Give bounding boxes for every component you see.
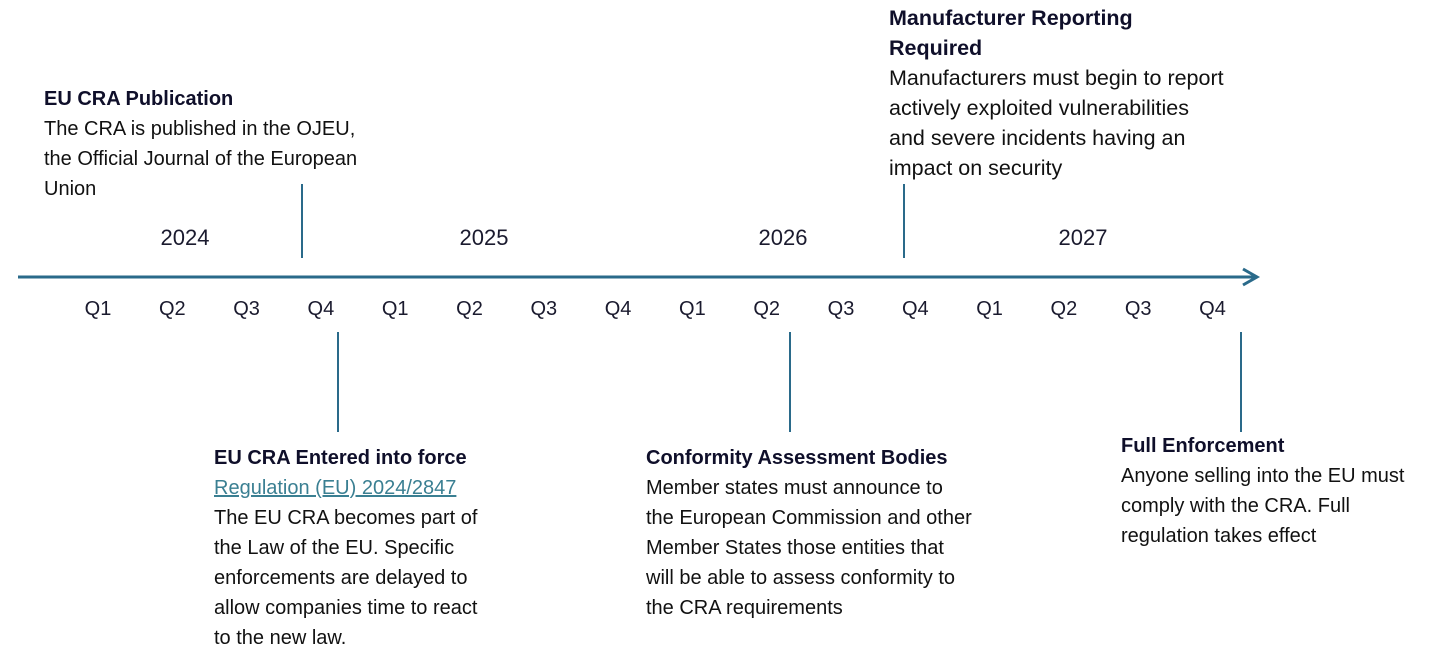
event-title: Manufacturer Reporting xyxy=(889,6,1133,30)
quarter-label: Q4 xyxy=(901,298,929,320)
quarter-label: Q1 xyxy=(381,298,409,320)
event-full-enforcement: Full Enforcement Anyone selling into the… xyxy=(1121,431,1405,551)
quarter-label: Q2 xyxy=(1050,298,1078,320)
event-text: comply with the CRA. Full xyxy=(1121,495,1350,517)
event-text: the European Commission and other xyxy=(646,507,972,529)
event-text: Anyone selling into the EU must xyxy=(1121,465,1405,487)
axis-arrowhead xyxy=(1242,267,1261,287)
event-reporting: Manufacturer Reporting Required Manufact… xyxy=(889,3,1224,183)
event-title: Required xyxy=(889,36,983,60)
event-title: EU CRA Entered into force xyxy=(214,447,467,469)
regulation-link[interactable]: Regulation (EU) 2024/2847 xyxy=(214,477,457,499)
event-text: The EU CRA becomes part of xyxy=(214,507,478,529)
quarter-label: Q4 xyxy=(307,298,335,320)
quarter-label: Q4 xyxy=(604,298,632,320)
year-label: 2024 xyxy=(160,225,210,250)
quarter-label: Q1 xyxy=(679,298,706,320)
event-conformity: Conformity Assessment Bodies Member stat… xyxy=(646,443,972,623)
event-text: the Official Journal of the European xyxy=(44,148,358,170)
event-text: to the new law. xyxy=(214,627,347,649)
event-title: EU CRA Publication xyxy=(44,88,234,110)
year-label: 2025 xyxy=(459,225,509,250)
quarter-label: Q3 xyxy=(233,298,260,320)
conformity-connector xyxy=(789,332,791,432)
event-title: Conformity Assessment Bodies xyxy=(646,447,948,469)
event-text: actively exploited vulnerabilities xyxy=(889,96,1189,120)
reporting-connector xyxy=(903,184,905,258)
event-text: Union xyxy=(44,178,97,200)
quarter-label: Q1 xyxy=(84,298,112,320)
event-text: regulation takes effect xyxy=(1121,525,1317,547)
event-text: will be able to assess conformity to xyxy=(646,567,956,589)
event-text: Member States those entities that xyxy=(646,537,944,559)
entered-into-force-connector xyxy=(337,332,339,432)
event-text: the CRA requirements xyxy=(646,597,843,619)
event-text: enforcements are delayed to xyxy=(214,567,468,589)
publication-connector xyxy=(301,184,303,258)
year-label: 2027 xyxy=(1058,225,1108,250)
event-text: Member states must announce to xyxy=(646,477,943,499)
event-publication: EU CRA Publication The CRA is published … xyxy=(44,84,357,204)
event-entered-into-force: EU CRA Entered into force Regulation (EU… xyxy=(214,443,477,653)
event-text: The CRA is published in the OJEU, xyxy=(44,118,356,140)
event-text: impact on security xyxy=(889,156,1063,180)
quarter-label: Q1 xyxy=(976,298,1003,320)
event-title: Full Enforcement xyxy=(1121,435,1285,457)
quarter-label: Q2 xyxy=(753,298,781,320)
full-enforcement-connector xyxy=(1240,332,1242,432)
quarter-label: Q3 xyxy=(1124,298,1152,320)
quarter-label: Q3 xyxy=(827,298,855,320)
event-text: Manufacturers must begin to report xyxy=(889,66,1224,90)
quarter-label: Q2 xyxy=(158,298,186,320)
quarter-label: Q4 xyxy=(1199,298,1226,320)
year-label: 2026 xyxy=(758,225,808,250)
quarter-label: Q3 xyxy=(530,298,558,320)
event-text: and severe incidents having an xyxy=(889,126,1186,150)
event-text: allow companies time to react xyxy=(214,597,478,619)
event-text: the Law of the EU. Specific xyxy=(214,537,455,559)
quarter-label: Q2 xyxy=(456,298,483,320)
